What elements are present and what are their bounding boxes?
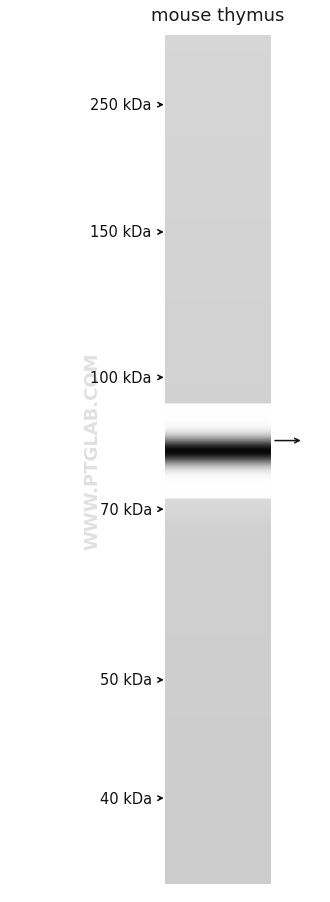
Text: 70 kDa: 70 kDa [100,502,152,517]
Text: 100 kDa: 100 kDa [90,371,152,385]
Text: WWW.PTGLAB.COM: WWW.PTGLAB.COM [83,353,101,549]
Text: mouse thymus: mouse thymus [151,7,284,25]
Text: 250 kDa: 250 kDa [90,98,152,113]
Text: 50 kDa: 50 kDa [100,673,152,687]
Text: 40 kDa: 40 kDa [100,791,152,805]
Text: 150 kDa: 150 kDa [90,226,152,240]
